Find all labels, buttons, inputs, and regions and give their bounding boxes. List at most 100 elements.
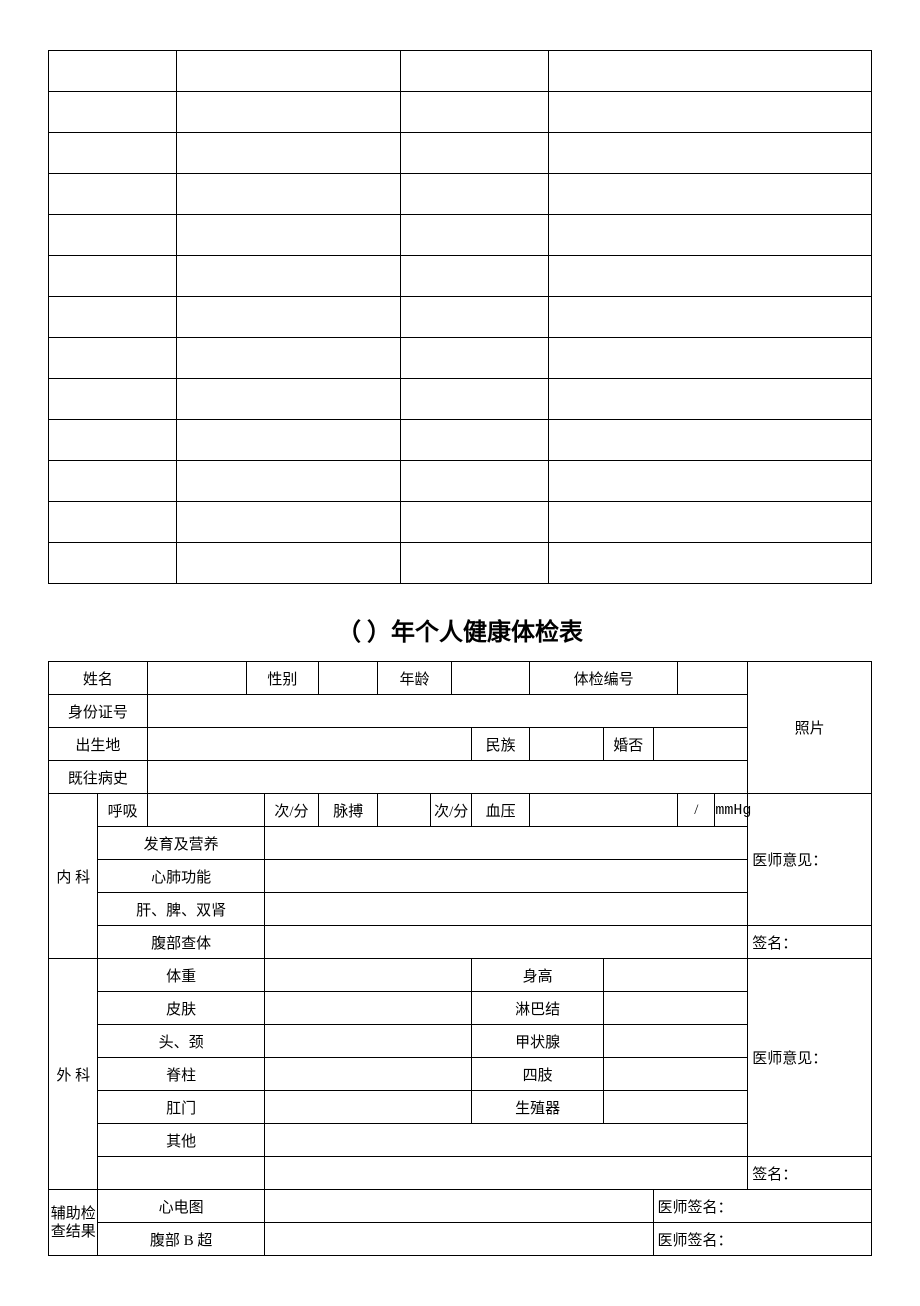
value-exam-no [678,662,748,695]
label-cardiopulm: 心肺功能 [98,860,264,893]
upper-cell [49,420,177,461]
label-anus: 肛门 [98,1091,264,1124]
label-exam-no: 体检编号 [529,662,677,695]
value-ultrasound [264,1223,653,1256]
label-height: 身高 [472,959,604,992]
form-title: （ ）年个人健康体检表 [48,612,872,647]
upper-cell [49,133,177,174]
value-skin [264,992,472,1025]
upper-cell [49,297,177,338]
label-per-min-2: 次/分 [431,794,472,827]
label-dr-opinion-2: 医师意见： [748,959,872,1157]
upper-cell [401,256,549,297]
upper-cell [401,502,549,543]
value-thyroid [604,1025,748,1058]
label-weight: 体重 [98,959,264,992]
value-ethnicity [529,728,603,761]
upper-cell [549,338,872,379]
upper-cell [549,215,872,256]
upper-cell [49,51,177,92]
upper-cell [549,502,872,543]
value-history [147,761,747,794]
value-bp [529,794,677,827]
external-blank-value [264,1157,747,1190]
upper-cell [176,215,401,256]
upper-cell [401,92,549,133]
label-photo: 照片 [748,662,872,794]
health-exam-form: 姓名 性别 年龄 体检编号 照片 身份证号 出生地 民族 婚否 既往病史 内 科… [48,661,872,1256]
value-head-neck [264,1025,472,1058]
label-marital: 婚否 [604,728,653,761]
label-bp-slash: / [678,794,715,827]
label-lymph: 淋巴结 [472,992,604,1025]
value-nutrition [264,827,747,860]
value-genitals [604,1091,748,1124]
upper-cell [49,215,177,256]
value-name [147,662,246,695]
value-id-no [147,695,747,728]
upper-cell [549,461,872,502]
label-history: 既往病史 [49,761,148,794]
value-cardiopulm [264,860,747,893]
label-abdomen: 腹部查体 [98,926,264,959]
value-marital [653,728,748,761]
upper-blank-table [48,50,872,584]
label-nutrition: 发育及营养 [98,827,264,860]
upper-cell [401,174,549,215]
label-bp: 血压 [472,794,530,827]
aux-l2: 查结果 [51,1224,96,1240]
label-ultrasound: 腹部 B 超 [98,1223,264,1256]
title-suffix: ）年个人健康体检表 [367,620,583,646]
upper-cell [401,215,549,256]
upper-cell [549,543,872,584]
value-respiration [147,794,264,827]
upper-cell [176,256,401,297]
upper-cell [401,420,549,461]
label-respiration: 呼吸 [98,794,147,827]
value-age [451,662,529,695]
upper-cell [401,461,549,502]
title-prefix: （ [337,620,361,646]
upper-cell [49,502,177,543]
label-dr-sign-1: 医师签名： [653,1190,871,1223]
upper-cell [49,338,177,379]
upper-cell [401,338,549,379]
upper-cell [549,256,872,297]
value-spine [264,1058,472,1091]
label-head-neck: 头、颈 [98,1025,264,1058]
upper-cell [49,92,177,133]
value-anus [264,1091,472,1124]
value-weight [264,959,472,992]
upper-cell [49,174,177,215]
label-spine: 脊柱 [98,1058,264,1091]
label-skin: 皮肤 [98,992,264,1025]
label-signature-1: 签名： [748,926,872,959]
label-gender: 性别 [246,662,318,695]
upper-cell [549,420,872,461]
upper-cell [49,256,177,297]
label-per-min-1: 次/分 [264,794,318,827]
upper-cell [176,420,401,461]
upper-cell [401,133,549,174]
upper-cell [401,51,549,92]
upper-cell [176,133,401,174]
value-limbs [604,1058,748,1091]
value-other [264,1124,747,1157]
label-name: 姓名 [49,662,148,695]
label-other: 其他 [98,1124,264,1157]
upper-cell [549,133,872,174]
section-internal: 内 科 [49,794,98,959]
value-lymph [604,992,748,1025]
upper-cell [49,379,177,420]
label-ethnicity: 民族 [472,728,530,761]
upper-cell [176,543,401,584]
upper-cell [549,297,872,338]
value-height [604,959,748,992]
label-dr-opinion-1: 医师意见： [748,794,872,926]
value-pulse [378,794,431,827]
label-birthplace: 出生地 [49,728,148,761]
upper-cell [176,461,401,502]
label-limbs: 四肢 [472,1058,604,1091]
value-birthplace [147,728,471,761]
upper-cell [401,543,549,584]
